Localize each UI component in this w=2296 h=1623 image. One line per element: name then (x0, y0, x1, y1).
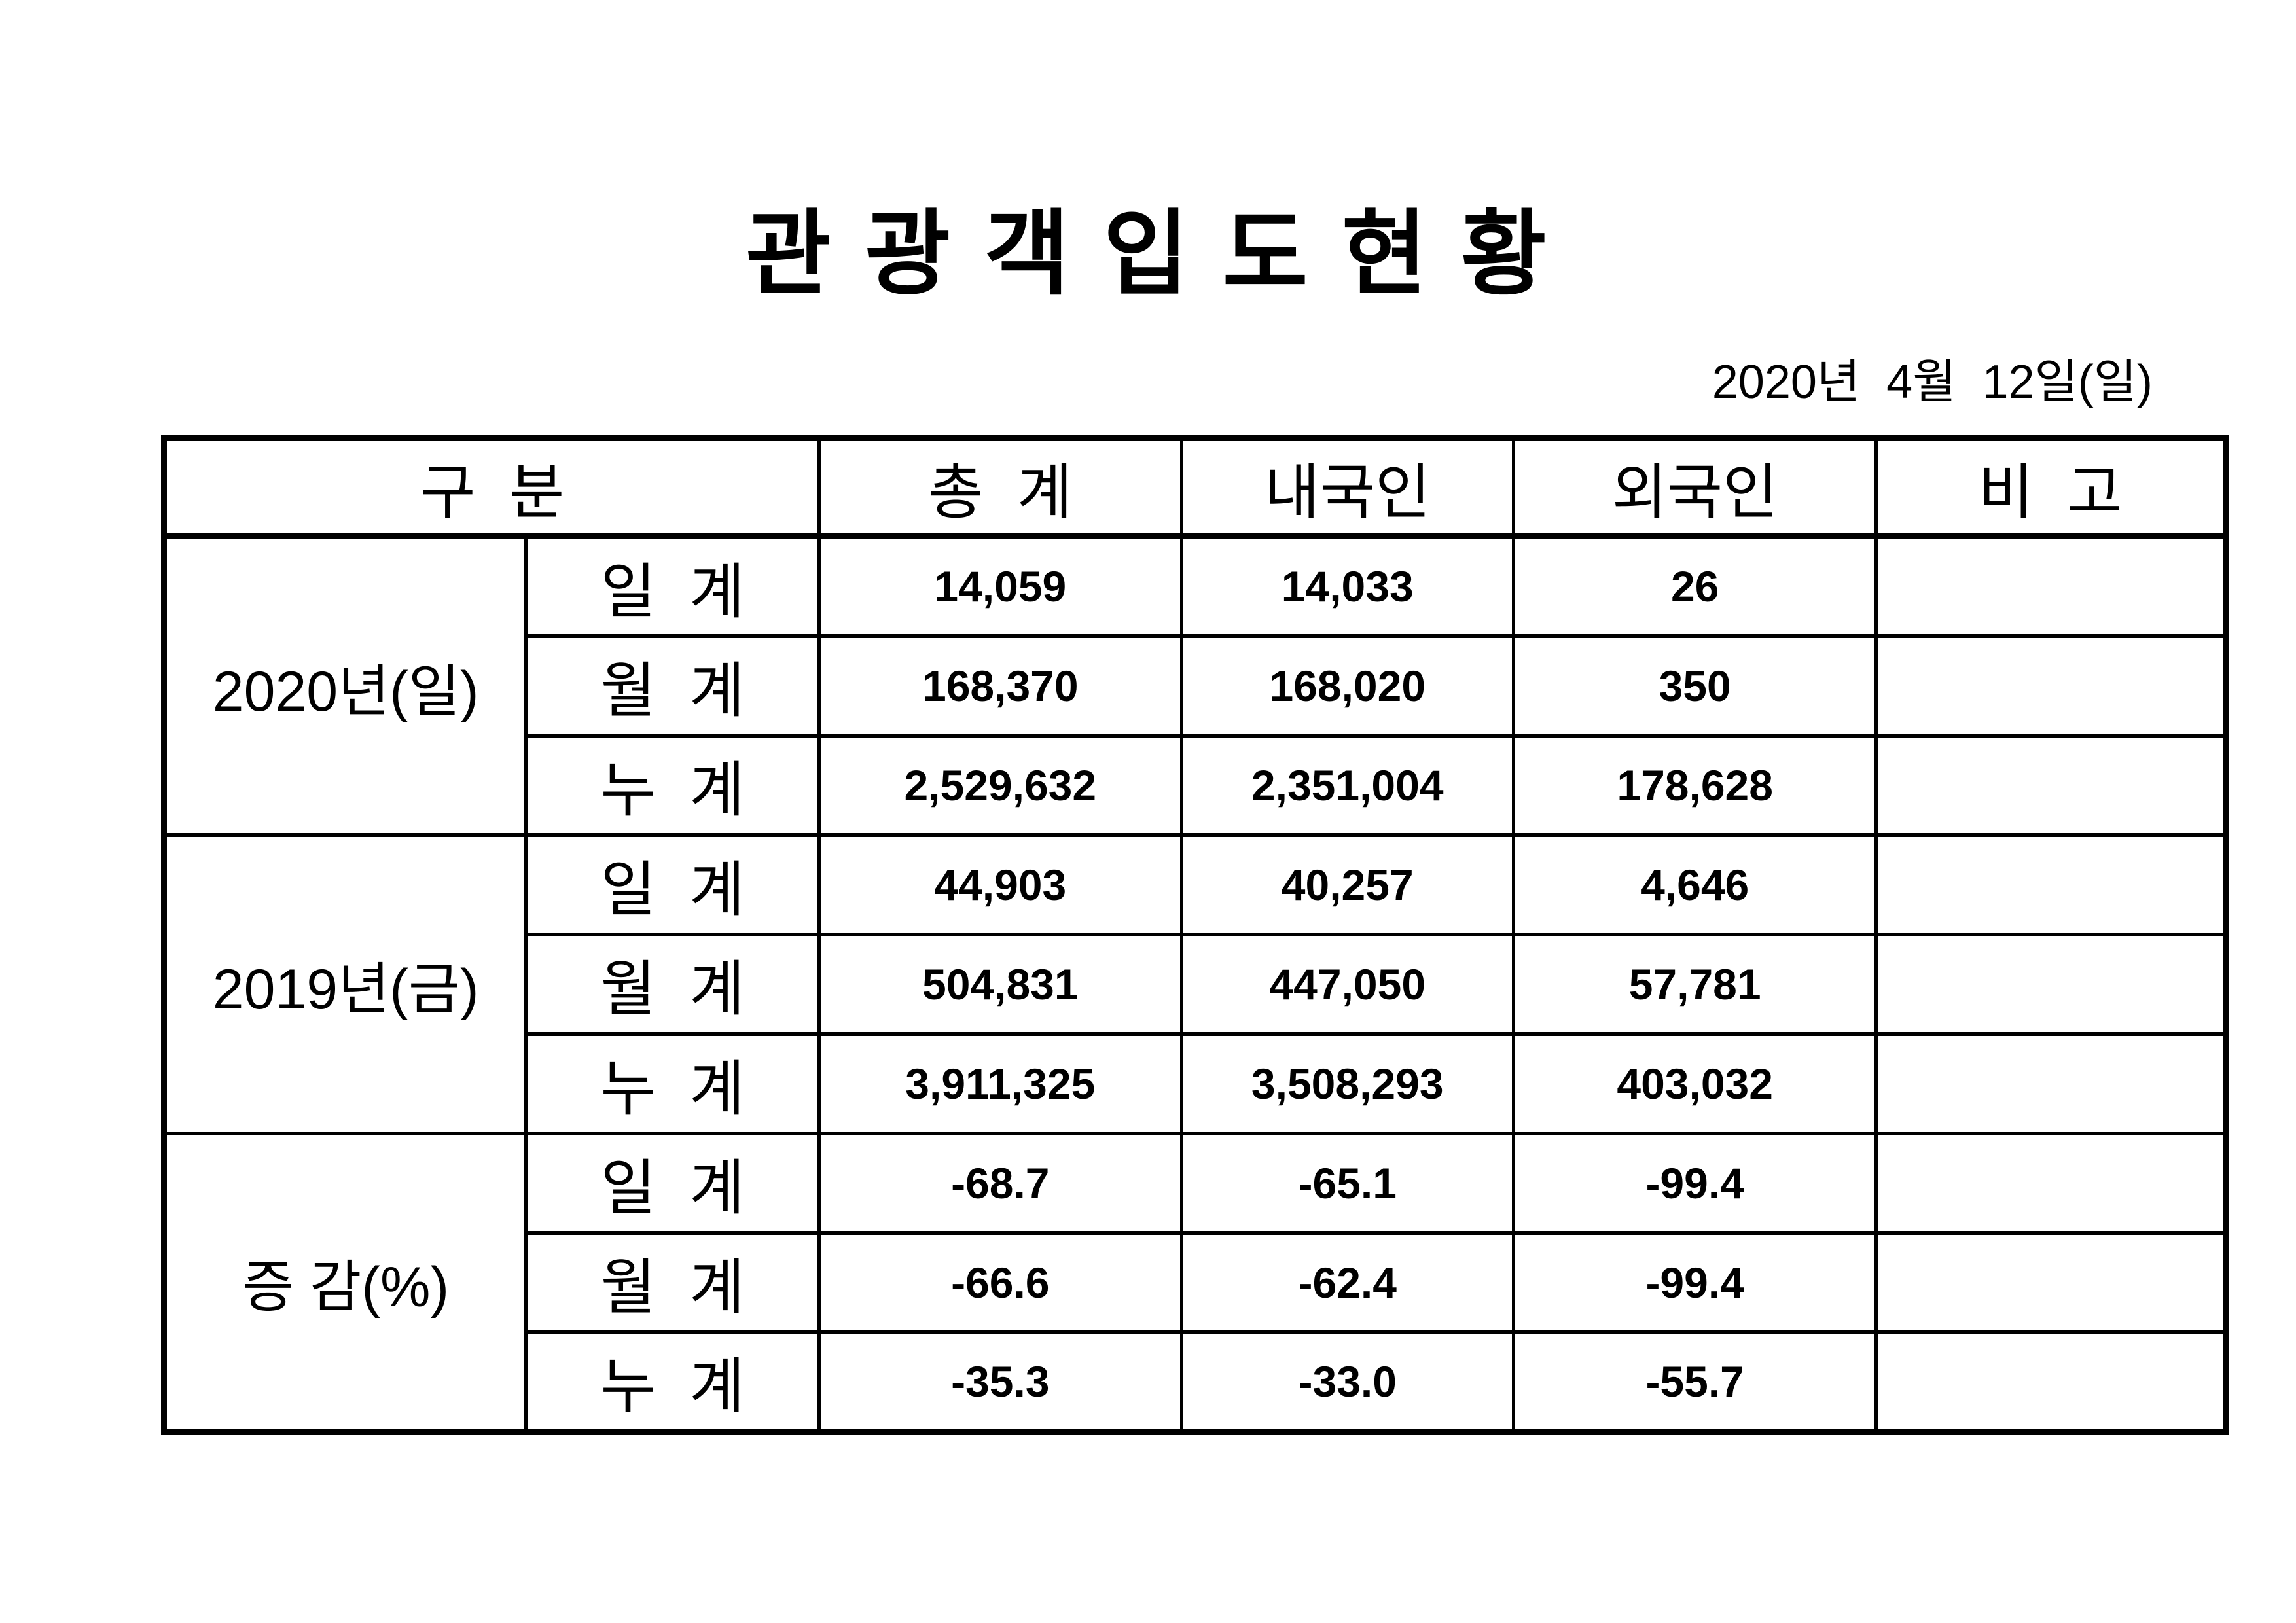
period-cell: 월 계 (524, 633, 821, 738)
foreign-value: -99.4 (1511, 1131, 1878, 1235)
domestic-value: -33.0 (1179, 1330, 1515, 1434)
remark-cell (1874, 733, 2227, 837)
header-domestic: 내국인 (1179, 436, 1515, 539)
domestic-value: 14,033 (1179, 534, 1515, 638)
domestic-value: -62.4 (1179, 1230, 1515, 1334)
header-category: 구 분 (162, 436, 821, 539)
table-row: 월 계 504,831 447,050 57,781 (164, 932, 2227, 1036)
remark-cell (1874, 1031, 2227, 1135)
domestic-value: 168,020 (1179, 633, 1515, 738)
header-remarks: 비 고 (1874, 436, 2227, 539)
total-value: 504,831 (817, 932, 1183, 1036)
period-cell: 누 계 (524, 1031, 821, 1135)
total-value: 3,911,325 (817, 1031, 1183, 1135)
total-value: 44,903 (817, 832, 1183, 936)
section-label-change: 증 감(%) (162, 1131, 528, 1434)
domestic-value: -65.1 (1179, 1131, 1515, 1235)
total-value: -68.7 (817, 1131, 1183, 1235)
total-value: 2,529,632 (817, 733, 1183, 837)
table-row: 월 계 -66.6 -62.4 -99.4 (164, 1230, 2227, 1334)
foreign-value: 57,781 (1511, 932, 1878, 1036)
table-row: 누 계 3,911,325 3,508,293 403,032 (164, 1031, 2227, 1135)
header-row: 구 분 총 계 내국인 외국인 비 고 (162, 436, 2227, 539)
domestic-value: 447,050 (1179, 932, 1515, 1036)
period-cell: 일 계 (524, 1131, 821, 1235)
tourist-arrival-table: 구 분 총 계 내국인 외국인 비 고 2020년(일) 일 계 14,059 … (161, 435, 2229, 1435)
total-value: -66.6 (817, 1230, 1183, 1334)
period-cell: 일 계 (524, 534, 821, 638)
section-label-2019: 2019년(금) (162, 832, 528, 1135)
foreign-value: 178,628 (1511, 733, 1878, 837)
total-value: -35.3 (817, 1330, 1183, 1434)
domestic-value: 2,351,004 (1179, 733, 1515, 837)
section-label-2020: 2020년(일) (162, 534, 528, 837)
remark-cell (1874, 1131, 2227, 1235)
foreign-value: 350 (1511, 633, 1878, 738)
stats-table-container: 구 분 총 계 내국인 외국인 비 고 2020년(일) 일 계 14,059 … (161, 435, 2229, 1435)
page-title: 관 광 객 입 도 현 황 (745, 202, 1551, 306)
table-row: 2019년(금) 일 계 44,903 40,257 4,646 (162, 832, 2227, 1135)
domestic-value: 40,257 (1179, 832, 1515, 936)
foreign-value: 4,646 (1511, 832, 1878, 936)
table-row: 증 감(%) 일 계 -68.7 -65.1 -99.4 (162, 1131, 2227, 1434)
table-row: 누 계 2,529,632 2,351,004 178,628 (164, 733, 2227, 837)
period-cell: 일 계 (524, 832, 821, 936)
header-total: 총 계 (817, 436, 1183, 539)
report-date: 2020년 4월 12일(일) (1712, 356, 2153, 408)
foreign-value: 403,032 (1511, 1031, 1878, 1135)
foreign-value: -55.7 (1511, 1330, 1878, 1434)
total-value: 168,370 (817, 633, 1183, 738)
period-cell: 누 계 (524, 1330, 821, 1434)
table-row: 누 계 -35.3 -33.0 -55.7 (164, 1330, 2227, 1434)
remark-cell (1874, 832, 2227, 936)
remark-cell (1874, 534, 2227, 638)
total-value: 14,059 (817, 534, 1183, 638)
header-foreign: 외국인 (1511, 436, 1878, 539)
remark-cell (1874, 932, 2227, 1036)
table-row: 2020년(일) 일 계 14,059 14,033 26 (162, 534, 2227, 837)
remark-cell (1874, 633, 2227, 738)
period-cell: 누 계 (524, 733, 821, 837)
table-row: 월 계 168,370 168,020 350 (164, 633, 2227, 738)
foreign-value: -99.4 (1511, 1230, 1878, 1334)
remark-cell (1874, 1330, 2227, 1434)
period-cell: 월 계 (524, 1230, 821, 1334)
remark-cell (1874, 1230, 2227, 1334)
period-cell: 월 계 (524, 932, 821, 1036)
foreign-value: 26 (1511, 534, 1878, 638)
domestic-value: 3,508,293 (1179, 1031, 1515, 1135)
